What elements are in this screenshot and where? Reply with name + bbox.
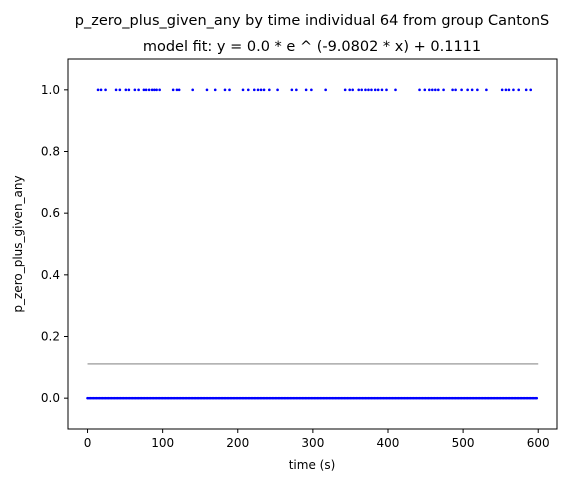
data-point xyxy=(177,88,181,92)
data-point xyxy=(348,88,351,92)
data-point xyxy=(476,88,479,92)
data-point xyxy=(246,88,250,92)
data-point xyxy=(423,88,427,92)
data-point xyxy=(524,88,528,92)
y-tick-label: 0.6 xyxy=(41,206,60,220)
data-point xyxy=(434,88,437,92)
data-point xyxy=(295,88,298,92)
data-point xyxy=(290,88,294,92)
plot-layer xyxy=(86,88,539,400)
data-point xyxy=(213,88,217,92)
data-point xyxy=(104,88,107,92)
data-point xyxy=(376,88,380,92)
data-point xyxy=(428,88,431,92)
data-point xyxy=(191,88,194,92)
data-point xyxy=(466,88,469,92)
data-point xyxy=(507,88,511,92)
data-point xyxy=(175,88,179,92)
data-point xyxy=(442,88,445,92)
data-point xyxy=(228,88,231,92)
data-point xyxy=(114,88,118,92)
data-point xyxy=(205,88,209,92)
data-point xyxy=(142,88,146,92)
data-point xyxy=(155,88,158,92)
data-point xyxy=(529,88,533,92)
data-point xyxy=(118,88,122,92)
data-point xyxy=(262,88,266,92)
data-point xyxy=(512,88,515,92)
data-point xyxy=(324,88,327,92)
data-point xyxy=(357,88,360,92)
data-point xyxy=(431,88,434,92)
data-point xyxy=(153,88,156,92)
data-point xyxy=(223,88,227,92)
x-axis-label: time (s) xyxy=(289,458,336,472)
data-point xyxy=(144,88,148,92)
data-point xyxy=(256,88,260,92)
data-point xyxy=(259,88,263,92)
x-tick-label: 100 xyxy=(151,436,174,450)
data-point xyxy=(367,88,370,92)
x-tick-label: 500 xyxy=(452,436,475,450)
x-tick-label: 600 xyxy=(527,436,550,450)
y-tick-label: 1.0 xyxy=(41,83,60,97)
data-point xyxy=(252,88,256,92)
data-point xyxy=(127,88,131,92)
data-point xyxy=(241,88,245,92)
y-axis: 0.0 0.2 0.4 0.6 0.8 1.0 xyxy=(41,83,68,405)
data-point xyxy=(504,88,508,92)
data-point xyxy=(517,88,520,92)
data-point xyxy=(418,88,421,92)
data-point xyxy=(276,88,279,92)
y-tick-label: 0.8 xyxy=(41,145,60,159)
data-point xyxy=(99,88,103,92)
data-point xyxy=(470,88,474,92)
data-point xyxy=(373,88,377,92)
y-tick-label: 0.4 xyxy=(41,268,60,282)
data-point xyxy=(133,88,137,92)
x-tick-label: 0 xyxy=(84,436,92,450)
y-tick-label: 0.2 xyxy=(41,330,60,344)
data-point xyxy=(380,88,384,92)
data-point xyxy=(385,88,388,92)
data-point xyxy=(268,88,271,92)
data-point xyxy=(454,88,457,92)
data-point xyxy=(310,88,313,92)
chart-title: p_zero_plus_given_any by time individual… xyxy=(75,13,549,29)
data-point xyxy=(437,88,440,92)
x-tick-label: 400 xyxy=(377,436,400,450)
data-point xyxy=(364,88,367,92)
data-point xyxy=(394,88,397,92)
x-tick-label: 200 xyxy=(226,436,249,450)
data-point xyxy=(137,88,140,92)
data-point xyxy=(158,88,161,92)
data-point xyxy=(147,88,151,92)
data-point xyxy=(360,88,364,92)
data-point xyxy=(96,88,100,92)
plot-frame xyxy=(67,58,558,430)
data-point xyxy=(171,88,175,92)
data-point xyxy=(150,88,154,92)
x-tick-label: 300 xyxy=(301,436,324,450)
y-tick-label: 0.0 xyxy=(41,391,60,405)
data-point xyxy=(500,88,504,92)
data-point xyxy=(535,396,539,400)
y-axis-label: p_zero_plus_given_any xyxy=(11,175,25,312)
data-point xyxy=(485,88,488,92)
data-point xyxy=(351,88,354,92)
data-point xyxy=(124,88,128,92)
data-point xyxy=(370,88,373,92)
chart-subtitle: model fit: y = 0.0 * e ^ (-9.0802 * x) +… xyxy=(143,39,481,55)
data-point xyxy=(451,88,454,92)
data-point xyxy=(343,88,347,92)
data-point xyxy=(304,88,308,92)
data-point xyxy=(460,88,463,92)
x-axis: 0 100 200 300 400 500 600 xyxy=(84,429,550,450)
